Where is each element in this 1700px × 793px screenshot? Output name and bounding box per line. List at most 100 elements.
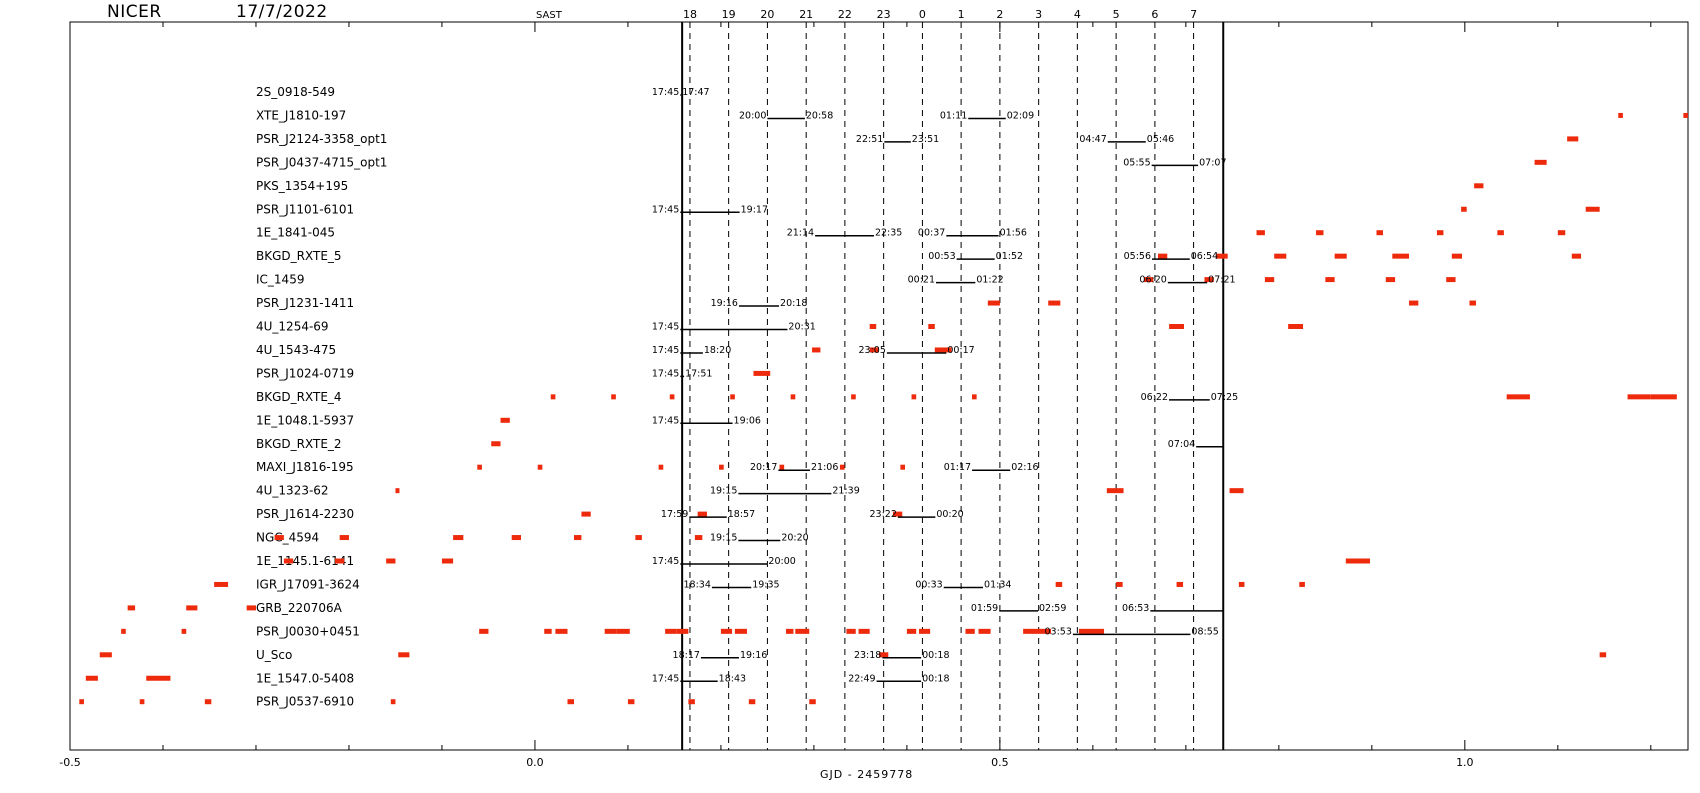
target-name: PSR_J0437-4715_opt1 bbox=[256, 155, 387, 169]
obs-start-label: 00:37 bbox=[918, 228, 945, 239]
hour-label: 0 bbox=[919, 8, 926, 21]
obs-end-label: 18:57 bbox=[728, 509, 755, 520]
target-name: BKGD_RXTE_2 bbox=[256, 437, 342, 451]
visibility-bar bbox=[892, 511, 903, 517]
visibility-bar bbox=[214, 581, 229, 587]
visibility-bar bbox=[1392, 253, 1410, 259]
visibility-bar bbox=[1534, 159, 1547, 165]
target-name: PSR_J1024-0719 bbox=[256, 366, 354, 380]
x-tick-label: 1.0 bbox=[1456, 756, 1474, 769]
visibility-bar bbox=[734, 628, 747, 634]
visibility-bar bbox=[453, 535, 464, 541]
obs-start-label: 01:59 bbox=[971, 603, 998, 614]
visibility-bar bbox=[1238, 581, 1245, 587]
obs-start-label: 05:56 bbox=[1124, 251, 1151, 262]
obs-end-label: 01:56 bbox=[1000, 228, 1027, 239]
visibility-bar bbox=[555, 628, 568, 634]
visibility-bar bbox=[858, 628, 870, 634]
hour-label: 1 bbox=[958, 8, 965, 21]
obs-end-label: 01:52 bbox=[996, 251, 1023, 262]
visibility-bar bbox=[1204, 277, 1214, 283]
visibility-bar bbox=[658, 464, 664, 470]
target-name: 1E_1145.1-6141 bbox=[256, 554, 354, 568]
visibility-bar bbox=[1599, 652, 1607, 658]
visibility-bar bbox=[99, 652, 112, 658]
obs-end-label: 17:47 bbox=[682, 87, 709, 98]
obs-start-label: 18:34 bbox=[684, 579, 711, 590]
visibility-bar bbox=[809, 699, 816, 705]
obs-start-label: 22:49 bbox=[848, 673, 875, 684]
visibility-bar bbox=[1288, 324, 1304, 329]
target-name: BKGD_RXTE_4 bbox=[256, 390, 342, 404]
visibility-bar bbox=[1506, 394, 1530, 400]
target-name: 2S_0918-549 bbox=[256, 85, 335, 99]
visibility-bar bbox=[386, 558, 396, 564]
visibility-bar bbox=[928, 324, 935, 329]
date-label: 17/7/2022 bbox=[236, 2, 328, 22]
obs-end-label: 19:16 bbox=[740, 650, 767, 661]
hour-label: 6 bbox=[1151, 8, 1158, 21]
visibility-bar bbox=[441, 558, 454, 564]
obs-end-label: 17:51 bbox=[685, 368, 712, 379]
obs-end-label: 22:35 bbox=[875, 228, 902, 239]
visibility-bar bbox=[121, 628, 126, 634]
visibility-bar bbox=[127, 605, 136, 611]
x-tick-label: -0.5 bbox=[59, 756, 80, 769]
hour-label: 20 bbox=[760, 8, 774, 21]
visibility-bar bbox=[1256, 230, 1265, 236]
hour-label: 19 bbox=[722, 8, 736, 21]
visibility-bar bbox=[812, 347, 821, 353]
visibility-bar bbox=[1316, 230, 1324, 236]
obs-end-label: 19:35 bbox=[752, 579, 779, 590]
obs-start-label: 06:20 bbox=[1139, 275, 1166, 286]
visibility-bar bbox=[719, 464, 724, 470]
obs-start-label: 17:45 bbox=[652, 87, 679, 98]
visibility-bar bbox=[186, 605, 198, 611]
obs-start-label: 06:22 bbox=[1141, 392, 1168, 403]
hour-label: 4 bbox=[1074, 8, 1081, 21]
visibility-bar bbox=[1650, 394, 1677, 400]
x-tick-label: 0.5 bbox=[991, 756, 1009, 769]
visibility-bar bbox=[581, 511, 591, 517]
visibility-bar bbox=[491, 441, 501, 447]
visibility-bar bbox=[1567, 136, 1579, 142]
target-name: BKGD_RXTE_5 bbox=[256, 249, 342, 263]
visibility-bar bbox=[537, 464, 543, 470]
obs-end-label: 21:06 bbox=[811, 462, 838, 473]
visibility-bar bbox=[748, 699, 756, 705]
obs-end-label: 08:55 bbox=[1191, 626, 1218, 637]
visibility-bar bbox=[851, 394, 856, 400]
obs-start-label: 00:21 bbox=[908, 275, 935, 286]
visibility-bar bbox=[1334, 253, 1347, 259]
visibility-bar bbox=[669, 394, 675, 400]
visibility-bar bbox=[918, 628, 931, 634]
obs-end-label: 02:16 bbox=[1011, 462, 1038, 473]
visibility-bar bbox=[911, 394, 917, 400]
visibility-bar bbox=[694, 535, 703, 541]
visibility-bar bbox=[1325, 277, 1335, 283]
visibility-bar bbox=[274, 535, 284, 541]
visibility-bar bbox=[795, 628, 810, 634]
visibility-bar bbox=[1274, 253, 1287, 259]
visibility-bar bbox=[283, 558, 294, 564]
plot-frame bbox=[69, 21, 1689, 751]
visibility-bar bbox=[753, 370, 771, 376]
visibility-bar bbox=[1446, 277, 1456, 283]
obs-start-label: 17:45 bbox=[652, 322, 679, 333]
target-name: 4U_1323-62 bbox=[256, 484, 329, 498]
visibility-bar bbox=[79, 699, 84, 705]
obs-start-label: 17:45 bbox=[652, 556, 679, 567]
visibility-bar bbox=[544, 628, 552, 634]
visibility-bar bbox=[906, 628, 917, 634]
obs-end-label: 02:59 bbox=[1039, 603, 1066, 614]
visibility-bar bbox=[1157, 253, 1168, 259]
visibility-bar bbox=[1144, 277, 1154, 283]
obs-start-label: 04:47 bbox=[1079, 134, 1106, 145]
obs-end-label: 20:00 bbox=[768, 556, 795, 567]
visibility-bar bbox=[1169, 324, 1185, 329]
hour-label: 23 bbox=[877, 8, 891, 21]
visibility-bar bbox=[550, 394, 556, 400]
obs-end-label: 00:18 bbox=[922, 673, 949, 684]
visibility-bar bbox=[611, 394, 616, 400]
